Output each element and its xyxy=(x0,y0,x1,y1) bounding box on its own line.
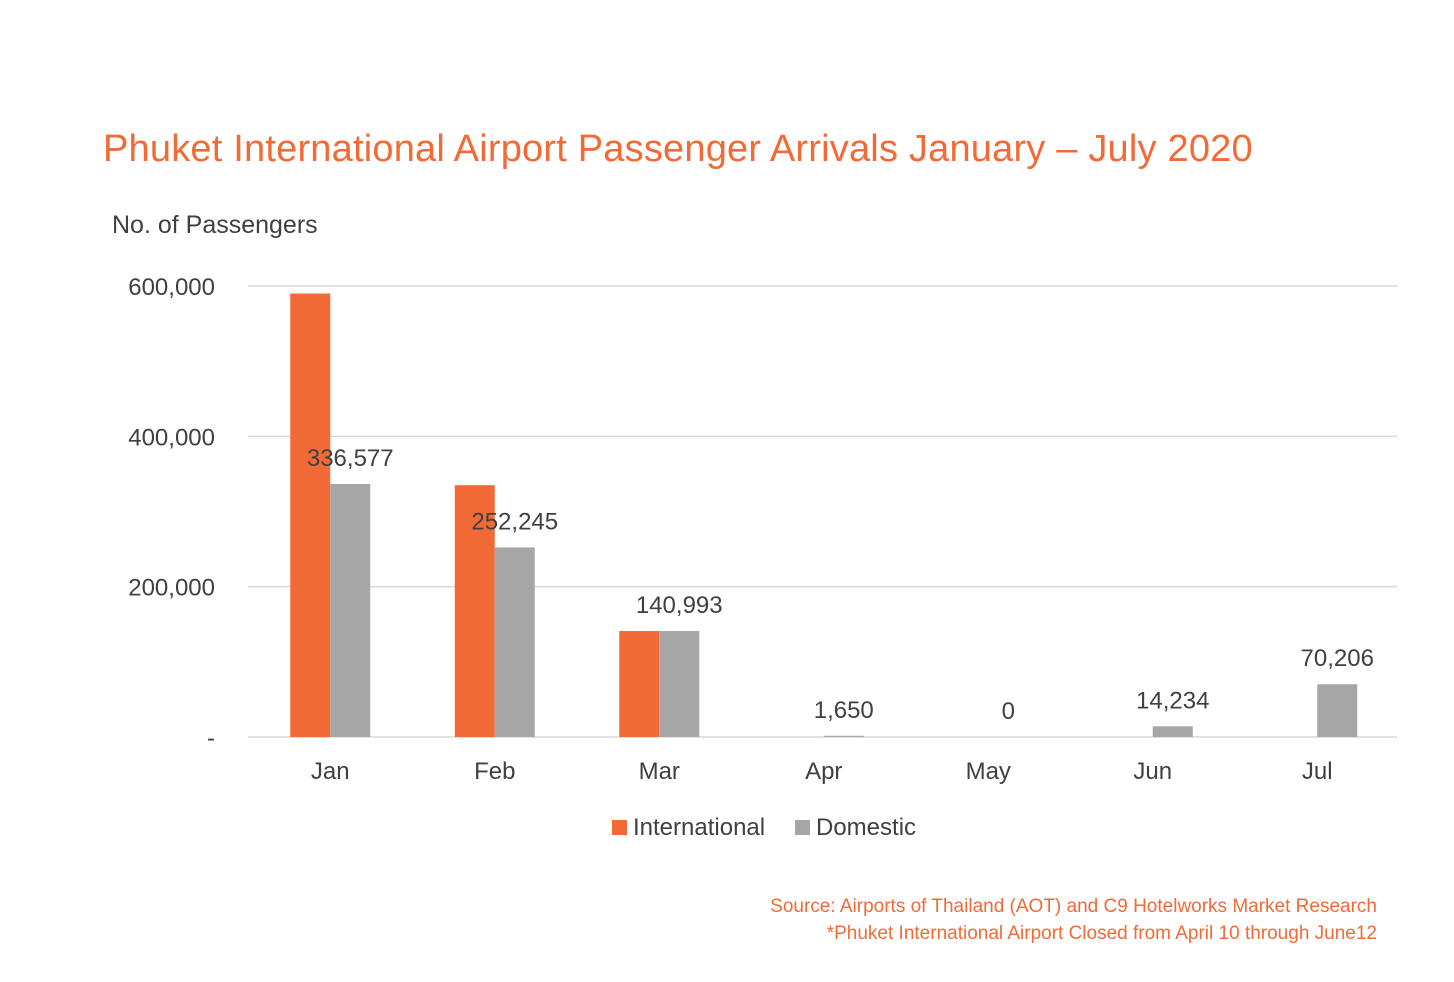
x-tick-label: May xyxy=(966,758,1011,785)
legend-swatch xyxy=(612,820,627,835)
data-label: 70,206 xyxy=(1301,645,1374,672)
domestic-bar xyxy=(1317,684,1358,737)
x-tick-label: Apr xyxy=(805,758,842,785)
y-tick-label: - xyxy=(207,725,215,752)
data-label: 14,234 xyxy=(1136,687,1209,714)
data-labels: 336,577 252,245 140,993 1,650 0 14,234 70,206 xyxy=(307,445,1374,725)
x-axis: Jan Feb Mar Apr May Jun Jul xyxy=(311,758,1333,785)
international-bar xyxy=(290,293,331,737)
y-tick-label: 600,000 xyxy=(128,274,215,301)
y-axis: - 200,000 400,000 600,000 xyxy=(128,274,215,752)
legend-label: Domestic xyxy=(816,814,916,841)
gridlines xyxy=(248,285,1397,738)
source-note: Source: Airports of Thailand (AOT) and C… xyxy=(770,893,1377,947)
y-tick-label: 200,000 xyxy=(128,575,215,602)
domestic-bar xyxy=(659,631,700,737)
x-tick-label: Mar xyxy=(639,758,680,785)
x-tick-label: Jul xyxy=(1302,758,1333,785)
legend-label: International xyxy=(633,814,765,841)
bars xyxy=(290,293,1358,737)
data-label: 252,245 xyxy=(471,508,558,535)
x-tick-label: Jun xyxy=(1133,758,1172,785)
international-bar xyxy=(619,631,660,737)
legend: International Domestic xyxy=(612,814,916,841)
x-tick-label: Jan xyxy=(311,758,350,785)
y-tick-label: 400,000 xyxy=(128,424,215,451)
chart-title: Phuket International Airport Passenger A… xyxy=(103,128,1253,170)
domestic-bar xyxy=(823,735,864,737)
x-tick-label: Feb xyxy=(474,758,515,785)
domestic-bar xyxy=(330,484,371,737)
source-text: Source: Airports of Thailand (AOT) and C… xyxy=(770,896,1377,917)
data-label: 0 xyxy=(1002,698,1015,725)
legend-swatch xyxy=(795,820,810,835)
data-label: 336,577 xyxy=(307,445,394,472)
data-label: 140,993 xyxy=(636,592,723,619)
y-axis-label: No. of Passengers xyxy=(112,211,318,239)
international-bar xyxy=(454,485,495,737)
closure-note: *Phuket International Airport Closed fro… xyxy=(826,923,1377,944)
domestic-bar xyxy=(1152,726,1193,737)
data-label: 1,650 xyxy=(814,697,874,724)
domestic-bar xyxy=(494,547,535,737)
